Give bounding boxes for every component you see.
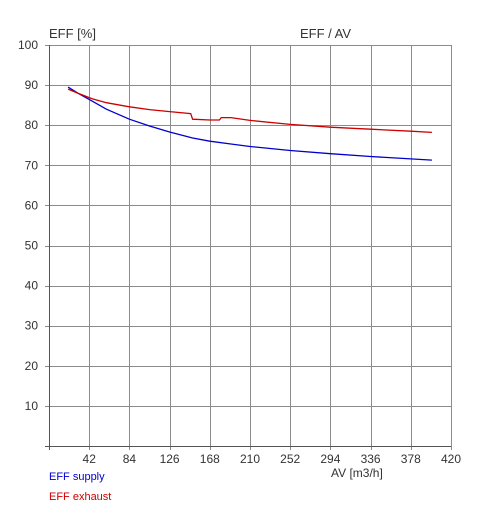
x-tick-label: 42	[83, 452, 97, 466]
x-tick-label: 336	[361, 452, 381, 466]
y-tick-label: 10	[25, 399, 39, 413]
y-axis-label: EFF [%]	[49, 26, 96, 41]
x-tick-label: 420	[441, 452, 461, 466]
y-tick-label: 40	[25, 279, 39, 293]
x-axis-label: AV [m3/h]	[331, 466, 383, 480]
y-tick-label: 50	[25, 239, 39, 253]
y-tick-label: 90	[25, 78, 39, 92]
y-tick-label: 100	[18, 38, 38, 52]
series-line-supply	[67, 86, 432, 161]
x-tick-label: 84	[123, 452, 137, 466]
y-tick-label: 70	[25, 158, 39, 172]
x-tick-label: 126	[160, 452, 180, 466]
y-tick-label: 30	[25, 319, 39, 333]
x-tick-label: 168	[200, 452, 220, 466]
y-tick-label: 80	[25, 118, 39, 132]
y-tick-label: 20	[25, 359, 39, 373]
tick-labels: 42 84 126 168 210 252 294 336 378 420 10 20 30 40 50 60…	[18, 38, 461, 466]
x-tick-label: 294	[320, 452, 340, 466]
data-series	[67, 86, 432, 161]
y-tick-label: 60	[25, 198, 39, 212]
series-line-exhaust	[67, 88, 432, 134]
grid-lines	[45, 45, 452, 450]
x-tick-label: 210	[240, 452, 260, 466]
x-tick-label: 252	[280, 452, 300, 466]
legend-entry-supply: EFF supply	[49, 471, 105, 483]
x-tick-label: 378	[401, 452, 421, 466]
chart-title: EFF / AV	[300, 26, 351, 41]
axes	[45, 45, 451, 450]
legend-entry-exhaust: EFF exhaust	[49, 491, 112, 503]
